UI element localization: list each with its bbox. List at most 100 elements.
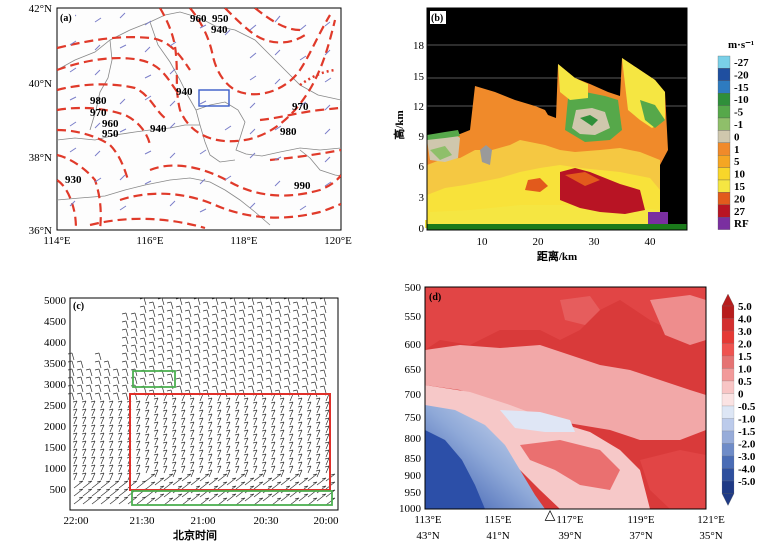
wind-barb [297, 437, 303, 446]
wind-barb [81, 440, 87, 449]
x-tick: 20 [533, 236, 545, 248]
contour-label: 960 [190, 13, 207, 25]
wind-barb [148, 341, 156, 350]
panel-d-colorbar: 5.04.03.02.01.51.00.50-0.5-1.0-1.5-2.0-3… [721, 293, 756, 506]
colorbar-b-swatches [717, 55, 731, 230]
colorbar-swatch [717, 204, 731, 218]
wind-barb [190, 477, 201, 486]
panel-d-fill [425, 287, 706, 509]
wind-barb [234, 409, 240, 418]
wind-barb [162, 433, 168, 442]
wind-barb [247, 377, 255, 386]
wind-barb [184, 333, 192, 342]
wind-barb [307, 481, 318, 490]
wind-barb [166, 317, 174, 326]
wind-barb [144, 401, 150, 410]
wind-barb [211, 385, 219, 394]
wind-barb [225, 413, 231, 422]
colorbar-d-swatches [721, 293, 735, 506]
y-tick: 1000 [399, 503, 422, 515]
wind-barb [207, 413, 213, 422]
wind-barb [306, 409, 312, 418]
wind-barb [288, 441, 294, 450]
wind-barb [274, 301, 282, 310]
wind-barb [153, 469, 159, 478]
wind-barb [315, 461, 321, 470]
contour-labels: 960 950 940 980 970 960 950 940 940 970 … [65, 13, 311, 192]
wind-barb [148, 373, 156, 382]
wind-barb [220, 381, 228, 390]
wind-barb [324, 417, 330, 426]
x-axis-title: 距离/km [537, 249, 577, 263]
wind-barb [193, 361, 201, 370]
wind-barb [315, 429, 321, 438]
wind-barb [310, 317, 318, 326]
wind-barb [283, 385, 291, 394]
wind-barb [261, 397, 267, 406]
wind-barb [297, 453, 303, 462]
lon-tick: 118°E [230, 235, 257, 247]
wind-barb [153, 437, 159, 446]
wind-barb [184, 349, 192, 358]
lon-tick: 116°E [136, 235, 163, 247]
wind-barb [288, 417, 294, 426]
wind-barb [153, 429, 159, 438]
wind-barb [289, 473, 300, 482]
wind-barb [180, 457, 186, 466]
wind-barb [319, 377, 327, 386]
colorbar-swatch [717, 130, 731, 143]
wind-barb [319, 321, 327, 330]
wind-barb [301, 329, 309, 338]
wind-barb [193, 369, 201, 378]
wind-barb [279, 413, 285, 422]
wind-barb [261, 429, 267, 438]
panel-label-bg [430, 11, 446, 24]
wind-barb [225, 397, 231, 406]
wind-barb [180, 417, 186, 426]
wind-barb [301, 377, 309, 386]
wind-barb [270, 465, 276, 474]
colorbar-label: 2.0 [738, 339, 752, 351]
wind-barb [310, 333, 318, 342]
wind-barb [81, 464, 87, 473]
wind-barb [253, 497, 264, 506]
x-axis-title: 北京时间 [173, 528, 217, 542]
y-tick: 2500 [44, 400, 67, 412]
wind-barb [103, 376, 111, 385]
colorbar-label: 1.5 [738, 351, 752, 363]
wind-barb [211, 329, 219, 338]
wind-barb [175, 329, 183, 338]
wind-barb [166, 373, 174, 382]
wind-barb [118, 488, 129, 497]
wind-barb [283, 361, 291, 370]
wind-barb [315, 397, 321, 406]
wind-barb [139, 353, 147, 362]
wind-barb [310, 325, 318, 334]
wind-barb [279, 421, 285, 430]
wind-barb [117, 408, 123, 417]
wind-barb [310, 349, 318, 358]
wind-barb [310, 365, 318, 374]
wind-barb [139, 345, 147, 354]
wind-barb [310, 341, 318, 350]
wind-barb [108, 456, 114, 465]
wind-barb [211, 313, 219, 322]
wind-barb [220, 325, 228, 334]
wind-barb [225, 405, 231, 414]
wind-barb [157, 321, 165, 330]
wind-barb [279, 405, 285, 414]
wind-barb [81, 424, 87, 433]
wind-barb [202, 333, 210, 342]
wind-barb [235, 497, 246, 506]
wind-barb [108, 416, 114, 425]
wind-barb [256, 333, 264, 342]
wind-barb [171, 397, 177, 406]
wind-barb [229, 321, 237, 330]
wind-barb [283, 297, 291, 306]
colorbar-label: 0 [738, 389, 744, 401]
colorbar-swatch [721, 443, 735, 457]
wind-barb [229, 345, 237, 354]
wind-barb [211, 321, 219, 330]
wind-barb [121, 336, 129, 345]
wind-barb [76, 368, 84, 377]
